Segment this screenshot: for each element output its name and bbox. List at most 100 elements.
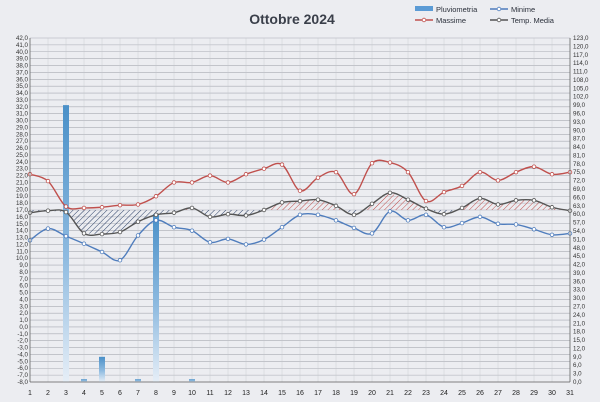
anomaly-fill-segment	[516, 200, 534, 210]
anomaly-fill-segment	[534, 200, 552, 210]
data-point-massime	[513, 169, 519, 175]
data-point-massime	[45, 178, 51, 184]
y-right-tick-label: 42,0	[573, 262, 586, 269]
anomaly-fill-segment	[462, 198, 480, 210]
y-right-tick-label: 66,0	[573, 194, 586, 201]
data-point-minime	[405, 218, 411, 223]
data-point-temp-media	[297, 198, 303, 204]
y-left-tick-label: 36,0	[16, 76, 29, 83]
rain-bar	[99, 356, 105, 382]
y-left-tick-label: 20,0	[16, 186, 29, 193]
legend-marker-massime	[421, 17, 427, 23]
anomaly-fill-segment	[138, 210, 156, 222]
data-point-massime	[261, 166, 267, 171]
data-point-minime	[153, 218, 159, 223]
y-left-tick-label: -8,0	[17, 379, 28, 386]
x-tick-label: 14	[260, 390, 268, 397]
data-point-massime	[531, 164, 537, 169]
y-right-tick-label: 39,0	[573, 270, 586, 277]
y-left-tick-label: 4,0	[19, 296, 28, 303]
x-tick-label: 12	[224, 390, 232, 397]
data-point-massime	[81, 205, 87, 211]
y-right-tick-label: 102,0	[573, 94, 589, 101]
anomaly-fill-segment	[102, 210, 120, 235]
data-point-temp-media	[549, 205, 555, 210]
data-point-temp-media	[243, 213, 249, 218]
y-right-tick-label: 90,0	[573, 127, 586, 134]
y-right-tick-label: 75,0	[573, 169, 586, 176]
y-left-tick-label: 10,0	[16, 255, 29, 262]
rain-bar	[63, 105, 69, 382]
anomaly-fill-segment	[344, 210, 354, 215]
y-left-tick-label: 5,0	[19, 290, 28, 297]
x-tick-label: 24	[440, 390, 448, 397]
legend-label-temp-media: Temp. Media	[511, 16, 555, 25]
y-left-tick-label: 3,0	[19, 303, 28, 310]
data-point-massime	[477, 169, 483, 175]
data-point-massime	[99, 205, 105, 210]
y-right-tick-label: 63,0	[573, 203, 586, 210]
data-point-temp-media	[135, 219, 141, 224]
x-tick-label: 31	[566, 390, 574, 397]
x-tick-label: 26	[476, 390, 484, 397]
data-point-minime	[207, 240, 213, 245]
y-left-tick-label: 27,0	[16, 138, 29, 145]
anomaly-fill-segment	[300, 199, 318, 210]
x-tick-label: 22	[404, 390, 412, 397]
data-point-minime	[261, 237, 267, 242]
data-point-minime	[531, 227, 537, 232]
x-tick-label: 2	[46, 390, 50, 397]
data-point-massime	[243, 172, 249, 177]
anomaly-fill-segment	[84, 210, 102, 235]
x-tick-label: 5	[100, 390, 104, 397]
data-point-temp-media	[477, 196, 483, 201]
data-point-temp-media	[63, 209, 69, 215]
y-left-tick-label: 32,0	[16, 104, 29, 111]
x-tick-label: 18	[332, 390, 340, 397]
y-left-tick-label: -3,0	[17, 345, 28, 352]
data-point-temp-media	[369, 201, 375, 207]
x-tick-label: 9	[172, 390, 176, 397]
y-right-tick-label: 51,0	[573, 236, 586, 243]
x-tick-label: 25	[458, 390, 466, 397]
x-tick-label: 6	[118, 390, 122, 397]
data-point-minime	[117, 258, 123, 263]
chart-title: Ottobre 2024	[249, 11, 335, 27]
data-point-massime	[423, 198, 429, 204]
y-left-tick-label: 0,0	[19, 324, 28, 331]
data-point-massime	[135, 202, 141, 207]
y-left-tick-label: 7,0	[19, 276, 28, 283]
y-right-tick-label: 114,0	[573, 60, 589, 67]
y-left-tick-label: 9,0	[19, 262, 28, 269]
y-right-tick-label: 78,0	[573, 161, 586, 168]
anomaly-fill-segment	[480, 198, 498, 210]
anomaly-fill-segment	[120, 210, 138, 233]
y-left-tick-label: 22,0	[16, 173, 29, 180]
x-tick-label: 29	[530, 390, 538, 397]
x-tick-label: 20	[368, 390, 376, 397]
y-right-tick-label: 45,0	[573, 253, 586, 260]
y-left-tick-label: 15,0	[16, 221, 29, 228]
y-left-tick-label: 2,0	[19, 310, 28, 317]
data-point-temp-media	[45, 208, 51, 213]
y-left-tick-label: -1,0	[17, 331, 28, 338]
data-point-minime	[441, 224, 447, 230]
y-right-tick-label: 36,0	[573, 278, 586, 285]
y-right-tick-label: 69,0	[573, 186, 586, 193]
data-point-temp-media	[333, 203, 339, 209]
data-point-massime	[387, 160, 393, 165]
data-point-minime	[549, 232, 555, 237]
y-left-tick-label: 12,0	[16, 241, 29, 248]
data-point-massime	[459, 183, 465, 189]
y-left-tick-label: 8,0	[19, 269, 28, 276]
x-tick-label: 27	[494, 390, 502, 397]
y-right-tick-label: 93,0	[573, 119, 586, 126]
anomaly-fill-segment	[282, 201, 300, 210]
data-point-massime	[549, 172, 555, 177]
legend-label-minime: Minime	[511, 5, 535, 14]
anomaly-fill-segment	[498, 200, 516, 210]
x-tick-label: 15	[278, 390, 286, 397]
rain-bar	[135, 379, 141, 382]
y-left-tick-label: -2,0	[17, 338, 28, 345]
anomaly-fill-segment	[430, 210, 444, 215]
